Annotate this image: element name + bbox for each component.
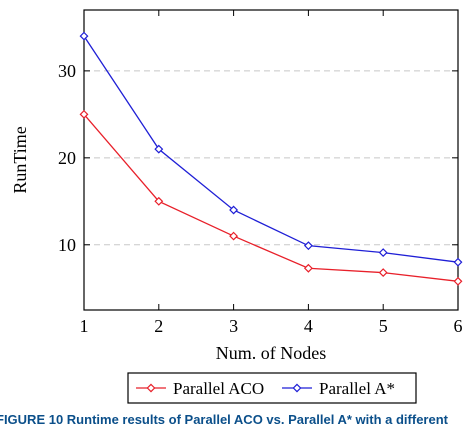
series-2 bbox=[79, 31, 463, 267]
legend-label: Parallel A* bbox=[319, 379, 395, 398]
plot-frame bbox=[83, 9, 459, 311]
data-point bbox=[378, 248, 388, 258]
x-tick-label: 6 bbox=[454, 316, 463, 336]
data-point bbox=[303, 241, 313, 251]
x-tick-label: 2 bbox=[154, 316, 163, 336]
x-tick-label: 3 bbox=[229, 316, 238, 336]
legend-entry-2: Parallel A* bbox=[282, 379, 395, 398]
data-point bbox=[303, 263, 313, 273]
series-1 bbox=[79, 109, 463, 286]
grid-lines bbox=[84, 70, 458, 246]
data-point bbox=[154, 144, 164, 154]
axis-ticks: 10 20 30 1 2 3 4 5 6 bbox=[58, 10, 463, 336]
legend-label: Parallel ACO bbox=[173, 379, 264, 398]
y-tick-label: 20 bbox=[58, 148, 76, 168]
x-axis-label: Num. of Nodes bbox=[216, 343, 327, 363]
series-line bbox=[83, 35, 459, 263]
data-point bbox=[453, 257, 463, 267]
y-axis-label: RunTime bbox=[10, 126, 30, 193]
data-point bbox=[79, 109, 89, 119]
legend-entry-1: Parallel ACO bbox=[136, 379, 264, 398]
legend: Parallel ACO Parallel A* bbox=[127, 372, 417, 404]
data-point bbox=[453, 276, 463, 286]
legend-marker bbox=[146, 383, 156, 393]
data-point bbox=[229, 231, 239, 241]
series-lines bbox=[79, 31, 463, 286]
data-point bbox=[229, 205, 239, 215]
series-line bbox=[83, 113, 459, 282]
y-tick-label: 10 bbox=[58, 235, 76, 255]
x-tick-label: 4 bbox=[304, 316, 313, 336]
legend-box bbox=[127, 372, 417, 404]
data-point bbox=[79, 31, 89, 41]
data-point bbox=[154, 196, 164, 206]
x-tick-label: 5 bbox=[379, 316, 388, 336]
y-tick-label: 30 bbox=[58, 61, 76, 81]
data-point bbox=[378, 268, 388, 278]
figure-caption: FIGURE 10 Runtime results of Parallel AC… bbox=[0, 412, 449, 427]
x-tick-label: 1 bbox=[80, 316, 89, 336]
legend-marker bbox=[292, 383, 302, 393]
